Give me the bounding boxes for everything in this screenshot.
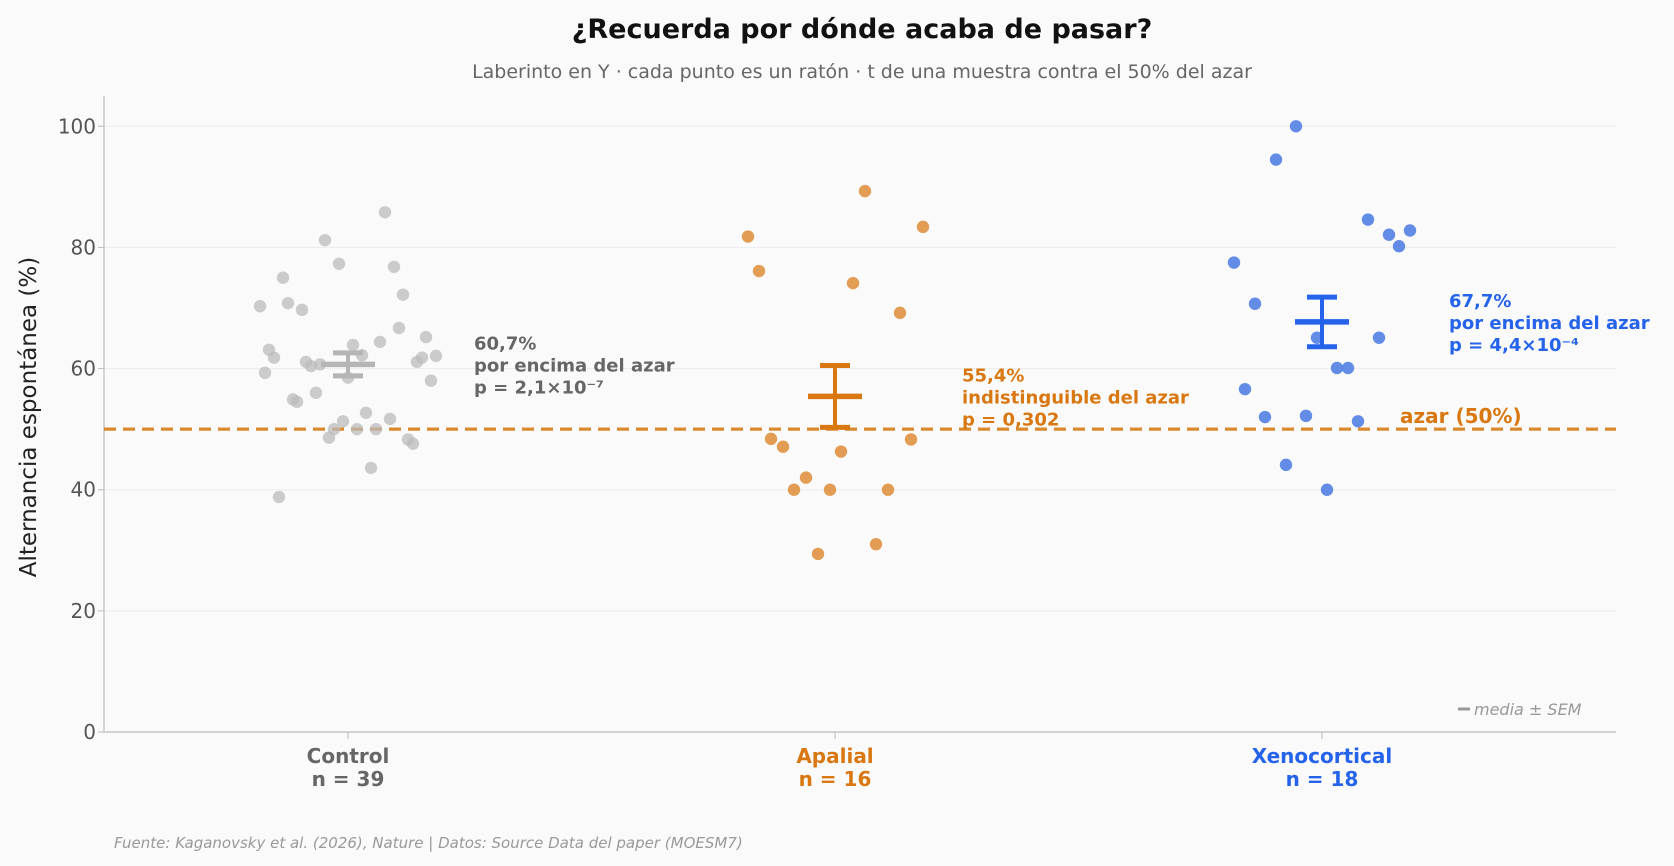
x-category-n: n = 39 <box>312 767 385 791</box>
data-point <box>267 351 281 364</box>
data-point <box>281 296 295 310</box>
data-point <box>752 264 766 278</box>
data-point <box>916 220 930 234</box>
data-point <box>893 306 907 320</box>
chart-title: ¿Recuerda por dónde acaba de pasar? <box>572 14 1153 45</box>
data-point <box>764 432 778 446</box>
error-bar-legend: media ± SEM <box>1458 700 1582 719</box>
group-annotation-line: 60,7% <box>474 333 536 354</box>
data-point <box>327 422 341 436</box>
data-point <box>290 395 304 409</box>
gridlines <box>104 125 1616 612</box>
group-annotation-line: indistinguible del azar <box>962 387 1189 408</box>
data-point <box>776 440 790 453</box>
data-point <box>834 445 848 458</box>
data-point <box>253 299 267 313</box>
data-point <box>1351 415 1365 428</box>
data-point <box>1382 228 1396 241</box>
x-category-name: Control <box>307 744 390 768</box>
data-point <box>396 288 410 301</box>
group-annotation-line: p = 4,4×10⁻⁴ <box>1449 335 1579 356</box>
data-point <box>313 358 327 371</box>
data-point <box>811 547 825 561</box>
data-point <box>1227 256 1241 269</box>
group-annotation-line: por encima del azar <box>1449 313 1650 334</box>
data-point <box>1248 297 1262 310</box>
data-point <box>272 490 286 504</box>
data-point <box>359 406 373 419</box>
chance-label: azar (50%) <box>1400 404 1522 428</box>
data-point <box>1279 458 1293 472</box>
y-tick-label: 80 <box>71 235 96 259</box>
source-note: Fuente: Kaganovsky et al. (2026), Nature… <box>114 834 743 852</box>
data-point <box>1392 240 1406 253</box>
group-annotation-line: 67,7% <box>1449 291 1511 312</box>
chart-subtitle: Laberinto en Y · cada punto es un ratón … <box>472 61 1252 83</box>
data-point <box>1320 483 1334 496</box>
group-annotation-line: 55,4% <box>962 365 1024 386</box>
legend-label: media ± SEM <box>1474 700 1582 719</box>
data-point <box>1341 361 1355 375</box>
data-point <box>318 233 332 247</box>
data-point <box>336 415 350 428</box>
x-category-name: Apalial <box>796 744 873 768</box>
group-annotation-line: p = 0,302 <box>962 409 1059 430</box>
data-point <box>350 422 364 436</box>
data-point <box>1361 213 1375 226</box>
data-point <box>309 386 323 399</box>
data-point <box>258 366 272 380</box>
data-point <box>392 321 406 335</box>
data-point <box>415 351 429 364</box>
data-point <box>1372 331 1386 344</box>
group-annotation-line: p = 2,1×10⁻⁷ <box>474 377 604 398</box>
data-point <box>419 330 433 344</box>
data-point <box>364 461 378 475</box>
y-tick-label: 100 <box>58 114 96 138</box>
data-point <box>1403 224 1417 237</box>
data-point <box>823 483 837 496</box>
data-point <box>369 422 383 436</box>
data-point <box>346 338 360 352</box>
data-point <box>799 471 813 484</box>
data-point <box>869 538 883 551</box>
axes: 0 20 40 60 80 100 <box>58 96 1616 744</box>
data-point <box>741 230 755 243</box>
x-category-name: Xenocortical <box>1252 744 1393 768</box>
data-point <box>881 483 895 496</box>
data-point <box>378 206 392 219</box>
data-points <box>253 120 1417 561</box>
data-point <box>858 184 872 198</box>
data-point <box>787 483 801 496</box>
data-point <box>1289 120 1303 133</box>
data-point <box>406 437 420 450</box>
error-bars <box>321 294 1349 430</box>
data-point <box>332 257 346 270</box>
data-point <box>276 271 290 284</box>
data-point <box>1299 409 1313 423</box>
data-point <box>1330 361 1344 375</box>
y-tick-label: 0 <box>83 720 96 744</box>
y-tick-label: 20 <box>71 599 96 623</box>
group-annotation-line: por encima del azar <box>474 355 675 376</box>
data-point <box>295 303 309 317</box>
data-point <box>1258 410 1272 424</box>
data-point <box>1269 153 1283 166</box>
y-axis-label: Alternancia espontánea (%) <box>16 257 42 577</box>
x-category-n: n = 18 <box>1286 767 1359 791</box>
data-point <box>424 374 438 387</box>
data-point <box>373 335 387 349</box>
data-point <box>429 349 443 363</box>
data-point <box>1238 382 1252 396</box>
x-category-n: n = 16 <box>799 767 872 791</box>
y-tick-label: 60 <box>71 357 96 381</box>
data-point <box>846 276 860 290</box>
y-tick-label: 40 <box>71 478 96 502</box>
data-point <box>904 433 918 446</box>
data-point <box>383 412 397 426</box>
data-point <box>387 260 401 274</box>
